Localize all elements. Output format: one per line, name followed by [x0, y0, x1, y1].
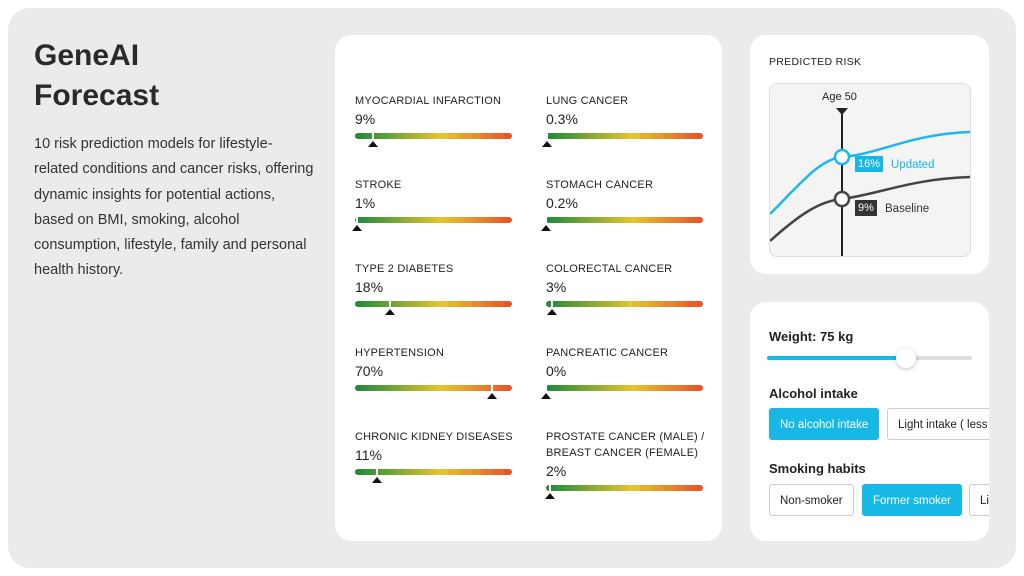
risk-name: HYPERTENSION: [355, 347, 444, 359]
risk-value: 70%: [355, 363, 384, 379]
risk-pointer: [544, 493, 555, 499]
risk-value: 0.2%: [546, 195, 578, 211]
risk-bar: [355, 300, 512, 315]
risk-bar: [351, 216, 512, 231]
risk-marker: [545, 132, 548, 140]
risk-marker: [389, 300, 392, 308]
risk-value: 18%: [355, 279, 384, 295]
controls-card: Weight: 75 kg Alcohol intake No alcohol …: [750, 302, 989, 541]
risk-marker: [545, 384, 547, 392]
risk-name: PANCREATIC CANCER: [546, 347, 669, 359]
risk-pointer: [541, 141, 552, 147]
risk-marker: [371, 132, 374, 140]
risk-bar: [355, 468, 512, 483]
risk-curves: [770, 108, 970, 256]
predicted-card: PREDICTED RISK Age 50 16% Updated 9% Bas…: [750, 35, 989, 274]
risk-name: CHRONIC KIDNEY DISEASES: [355, 431, 513, 443]
risk-value: 2%: [546, 463, 567, 479]
risk-pointer: [546, 309, 557, 315]
option-button[interactable]: Former smoker: [862, 484, 962, 516]
baseline-value: 9%: [855, 200, 877, 216]
risk-value: 0%: [546, 363, 567, 379]
risk-marker: [550, 300, 553, 308]
updated-dot: [833, 148, 851, 166]
updated-value: 16%: [855, 156, 884, 172]
risk-value: 9%: [355, 111, 376, 127]
risk-name: LUNG CANCER: [546, 95, 629, 107]
risk-name: STOMACH CANCER: [546, 179, 654, 191]
risk-card: MYOCARDIAL INFARCTION 9% LUNG CANCER 0.3% ST…: [335, 35, 722, 541]
updated-label: Updated: [891, 159, 935, 171]
weight-fill: [767, 356, 907, 360]
risk-name: COLORECTAL CANCER: [546, 263, 673, 275]
risk-marker: [375, 468, 378, 476]
baseline-dot: [833, 190, 851, 208]
risk-value: 0.3%: [546, 111, 578, 127]
predicted-title: PREDICTED RISK: [769, 56, 862, 68]
risk-pointer: [367, 141, 378, 147]
risk-name: PROSTATE CANCER (MALE) / BREAST CANCER (…: [546, 431, 705, 459]
risk-pointer: [541, 225, 552, 231]
risk-value: 3%: [546, 279, 567, 295]
risk-pointer: [541, 393, 551, 399]
risk-value: 1%: [355, 195, 376, 211]
baseline-label: Baseline: [885, 203, 930, 215]
option-button[interactable]: Light intake ( less: [887, 408, 989, 440]
risk-pointer: [487, 393, 498, 399]
risk-bar: [541, 216, 703, 231]
risk-pointer: [385, 309, 396, 315]
option-button[interactable]: No alcohol intake: [769, 408, 880, 440]
risk-bar: [541, 384, 703, 399]
option-button[interactable]: Non-smoker: [769, 484, 854, 516]
risk-pointer: [351, 225, 362, 231]
risk-name: MYOCARDIAL INFARCTION: [355, 95, 502, 107]
description: 10 risk prediction models for lifestyle-…: [34, 136, 314, 279]
risk-bar: [546, 300, 703, 315]
alcohol-title: Alcohol intake: [769, 386, 858, 401]
risk-name: TYPE 2 DIABETES: [355, 263, 454, 275]
risk-value: 11%: [355, 447, 382, 463]
risk-marker: [548, 484, 551, 492]
smoking-title: Smoking habits: [769, 461, 866, 476]
option-button[interactable]: Li: [969, 484, 989, 516]
risk-bar: [355, 132, 512, 147]
risk-marker: [491, 384, 494, 392]
age-label: Age 50: [822, 91, 857, 103]
weight-thumb[interactable]: [896, 348, 916, 368]
risk-marker: [545, 216, 548, 224]
risk-bar: [355, 384, 512, 399]
risk-bar: [541, 132, 703, 147]
age-pointer: [836, 108, 848, 115]
risk-pointer: [371, 477, 382, 483]
risk-name: STROKE: [355, 179, 402, 191]
title: GeneAI Forecast: [34, 39, 160, 112]
weight-label: Weight: 75 kg: [769, 329, 854, 344]
risk-bar: [544, 484, 703, 499]
risk-marker: [355, 216, 358, 224]
